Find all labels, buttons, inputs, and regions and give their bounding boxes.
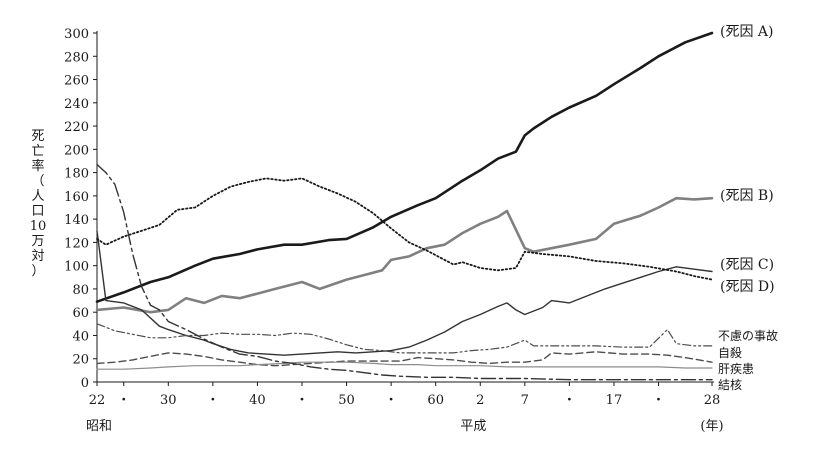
x-tick-label: ・ (295, 393, 308, 408)
series-label-7: 結核 (718, 378, 742, 392)
y-tick-label: 240 (64, 97, 89, 112)
x-tick-label: 60 (427, 393, 444, 408)
series-label-2: (死因 C) (720, 257, 774, 273)
x-tick-label: 2 (476, 393, 484, 408)
series-line-4 (96, 323, 713, 354)
series-label-4: 不慮の事故 (718, 328, 778, 343)
series-label-5: 自殺 (718, 346, 742, 360)
x-tick-label: 17 (606, 393, 623, 408)
era-label-heisei: 平成 (460, 419, 486, 434)
x-tick-label: 22 (89, 393, 106, 408)
y-tick-label: 160 (64, 190, 89, 205)
series-line-2 (96, 230, 713, 356)
x-tick-label: ・ (206, 393, 219, 408)
x-tick-label: 7 (521, 393, 529, 408)
x-tick-label: ・ (117, 393, 130, 408)
y-tick-label: 20 (72, 353, 89, 368)
x-tick-label: ・ (652, 393, 665, 408)
series-label-0: (死因 A) (720, 24, 773, 40)
y-tick-label: 0 (81, 376, 89, 391)
series-line-5 (96, 351, 713, 367)
series-line-6 (96, 361, 713, 370)
series-lines (95, 31, 714, 381)
y-tick-label: 200 (64, 143, 89, 158)
x-unit-label: (年) (700, 419, 723, 434)
series-line-1 (95, 196, 714, 314)
x-tick-label: 28 (704, 393, 721, 408)
y-tick-label: 40 (72, 329, 89, 344)
y-tick-label: 120 (64, 236, 89, 251)
series-label-6: 肝疾患 (718, 361, 754, 376)
y-tick-label: 80 (72, 283, 89, 298)
axes: 0204060801001201401601802002202402602803… (30, 27, 724, 434)
y-tick-label: 280 (64, 50, 89, 65)
y-tick-label: 60 (72, 306, 89, 321)
y-axis-title: 死亡率（人口 10 万対） (30, 129, 47, 279)
x-tick-label: 50 (338, 393, 355, 408)
era-label-showa: 昭和 (86, 419, 112, 434)
y-tick-label: 300 (64, 27, 89, 42)
x-tick-label: ・ (563, 393, 576, 408)
series-line-7 (96, 163, 713, 381)
series-line-0 (95, 31, 714, 303)
series-line-3 (96, 177, 713, 281)
series-label-1: (死因 B) (720, 188, 774, 204)
y-tick-label: 100 (64, 260, 89, 275)
y-tick-label: 180 (64, 167, 89, 182)
x-tick-label: 40 (249, 393, 266, 408)
series-label-3: (死因 D) (720, 279, 775, 295)
y-tick-label: 140 (64, 213, 89, 228)
x-tick-label: ・ (385, 393, 398, 408)
x-tick-label: 30 (160, 393, 177, 408)
y-tick-label: 220 (64, 120, 89, 135)
y-tick-label: 260 (64, 74, 89, 89)
